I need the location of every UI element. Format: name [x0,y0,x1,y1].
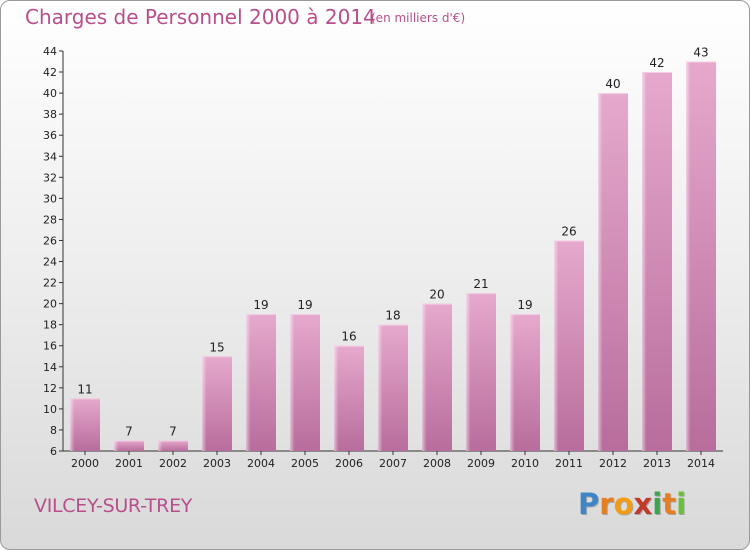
bar-value-label: 19 [297,298,312,312]
y-tick-label: 14 [43,361,57,374]
bar-value-label: 19 [517,298,532,312]
x-tick-label: 2004 [247,457,275,470]
bar-value-label: 16 [341,330,356,344]
axes: 6 8 10 12 14 16 18 20 22 24 26 28 30 32 34 36 38 40 42 44 20… [43,45,723,470]
y-tick-label: 38 [43,108,57,121]
y-tick-label: 32 [43,171,57,184]
bar-highlight [598,93,628,452]
bar-highlight [290,314,320,451]
chart-title: Charges de Personnel 2000 à 2014 [25,5,376,29]
proxiti-logo: Proxiti [578,487,686,521]
bar-highlight [246,314,276,451]
city-name: VILCEY-SUR-TREY [34,495,193,517]
x-tick-label: 2000 [71,457,99,470]
y-tick-label: 8 [50,424,57,437]
bar-highlight [686,61,716,452]
x-tick-label: 2013 [643,457,671,470]
bar-value-label: 19 [253,298,268,312]
y-tick-label: 36 [43,129,57,142]
x-tick-label: 2006 [335,457,363,470]
y-tick-label: 20 [43,298,57,311]
y-tick-label: 42 [43,66,57,79]
logo-letter: r [599,487,614,521]
bar-highlight [466,293,496,451]
bar-highlight [554,240,584,451]
y-tick-label: 16 [43,340,57,353]
x-tick-label: 2009 [467,457,495,470]
y-tick-label: 34 [43,150,57,163]
bar-highlight [158,440,188,451]
y-tick-label: 12 [43,382,57,395]
y-tick-label: 22 [43,277,57,290]
bar-value-label: 7 [125,424,133,438]
bar-value-label: 40 [605,77,620,91]
y-tick-label: 10 [43,403,57,416]
x-tick-label: 2003 [203,457,231,470]
bar-value-label: 26 [561,224,576,238]
x-tick-label: 2012 [599,457,627,470]
bar-value-label: 20 [429,288,444,302]
chart-subtitle: (en milliers d'€) [371,11,466,25]
bar-highlight [378,324,408,451]
logo-letter: P [578,487,600,521]
bar-highlight [510,314,540,451]
logo-letter: x [633,487,653,521]
logo-letter: i [652,487,663,521]
bar-value-label: 7 [169,424,177,438]
bar-highlight [70,398,100,451]
y-tick-label: 6 [50,445,57,458]
logo-letter: t [662,487,677,521]
bar-value-label: 42 [649,56,664,70]
x-tick-label: 2001 [115,457,143,470]
logo-letter: i [676,487,687,521]
x-tick-label: 2010 [511,457,539,470]
bar-highlight [114,440,144,451]
y-tick-label: 24 [43,256,57,269]
y-tick-label: 28 [43,213,57,226]
bar-value-label: 21 [473,277,488,291]
bar-value-label: 15 [209,340,224,354]
y-tick-label: 40 [43,87,57,100]
bar-value-label: 11 [77,382,92,396]
bars: 11 7 7 15 19 19 16 18 20 21 19 26 40 42 43 [70,46,716,452]
y-tick-label: 30 [43,192,57,205]
y-tick-label: 44 [43,45,57,58]
bar-highlight [334,345,364,451]
bar-highlight [422,303,452,451]
x-tick-label: 2011 [555,457,583,470]
bar-highlight [642,72,672,451]
y-tick-label: 18 [43,319,57,332]
x-tick-label: 2014 [687,457,715,470]
x-tick-label: 2005 [291,457,319,470]
bar-value-label: 18 [385,309,400,323]
x-tick-label: 2002 [159,457,187,470]
y-tick-label: 26 [43,234,57,247]
x-tick-label: 2007 [379,457,407,470]
bar-highlight [202,356,232,451]
logo-letter: o [613,487,634,521]
x-tick-label: 2008 [423,457,451,470]
bar-value-label: 43 [693,46,708,60]
